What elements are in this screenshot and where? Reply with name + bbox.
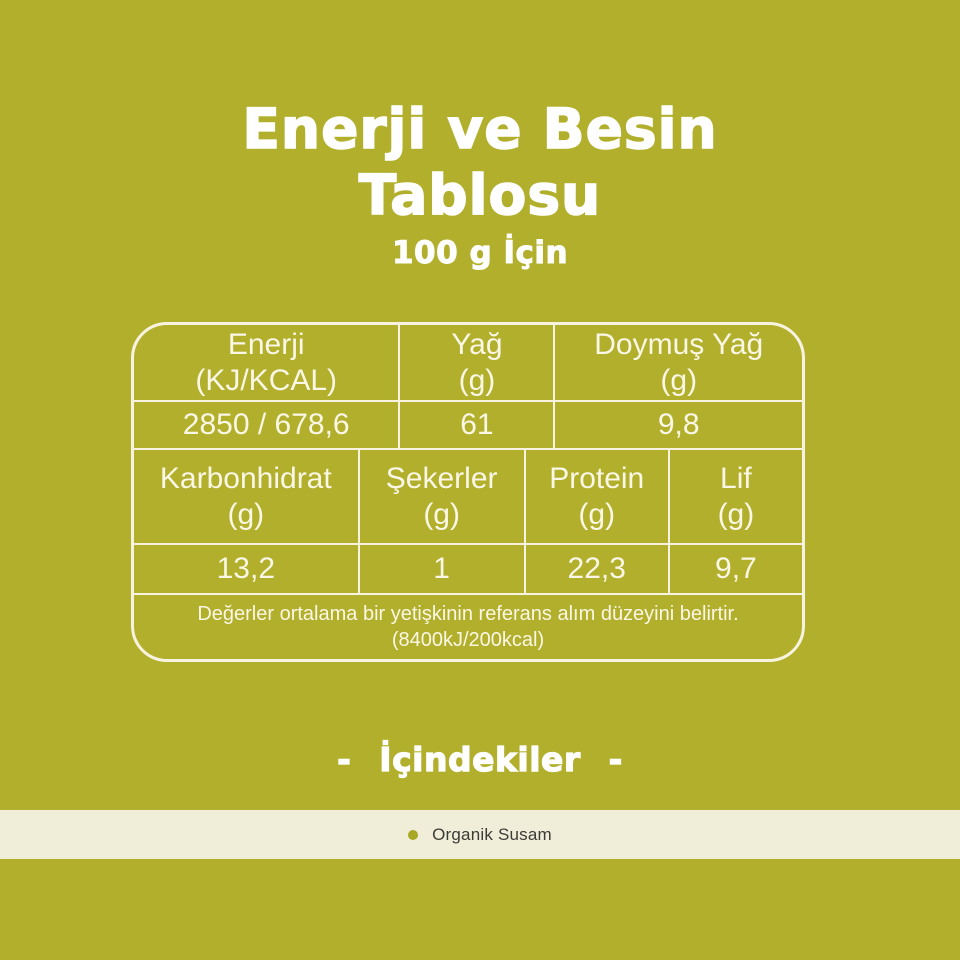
header-cell-enerji: Enerji (KJ/KCAL) [134,325,399,400]
ingredient-item: Organik Susam [432,824,552,844]
header-label: Yağ [451,327,503,361]
header-label: Doymuş Yağ [594,327,764,361]
ingredients-strip: Organik Susam [0,810,960,859]
page-title-line1: Enerji ve Besin [242,96,718,162]
header-cell-yag: Yağ (g) [400,325,554,400]
value-cell-yag: 61 [400,402,554,448]
value-cell-protein: 22,3 [525,545,668,593]
nutrition-table-section-2: Karbonhidrat (g) Şekerler (g) Protein (g… [134,450,802,593]
header-label: Protein [549,461,645,495]
nutrition-table-section-1: Enerji (KJ/KCAL) Yağ (g) Doymuş Yağ (g) … [134,325,802,448]
value-cell-enerji: 2850 / 678,6 [134,402,399,448]
header-cell-karbonhidrat: Karbonhidrat (g) [134,450,358,543]
header-cell-doymus-yag: Doymuş Yağ (g) [555,325,802,400]
header-unit: (g) [458,363,496,397]
footnote-line1: Değerler ortalama bir yetişkinin referan… [197,603,739,625]
header-unit: (g) [227,497,265,531]
page-title-line2: Tablosu [358,162,602,228]
serving-size-subtitle: 100 g İçin [391,235,569,272]
header-cell-protein: Protein (g) [525,450,668,543]
ingredients-heading: - İçindekiler - [337,739,623,779]
footnote-line2: (8400kJ/200kcal) [391,629,545,651]
header-label: Şekerler [385,461,498,495]
header-unit: (g) [660,363,698,397]
bullet-icon [408,829,419,840]
page-title: Enerji ve Besin Tablosu 100 g İçin [0,96,960,272]
table-footnote: Değerler ortalama bir yetişkinin referan… [134,595,802,659]
header-unit: (g) [717,497,755,531]
value-cell-karbonhidrat: 13,2 [134,545,358,593]
nutrition-table: Enerji (KJ/KCAL) Yağ (g) Doymuş Yağ (g) … [131,322,805,662]
header-unit: (g) [578,497,616,531]
value-cell-doymus-yag: 9,8 [555,402,802,448]
header-label: Karbonhidrat [159,461,332,495]
header-unit: (g) [423,497,460,531]
header-label: Enerji [227,327,305,361]
value-cell-lif: 9,7 [669,545,802,593]
header-label: Lif [720,461,752,495]
header-unit: (KJ/KCAL) [195,363,338,397]
header-cell-sekerler: Şekerler (g) [359,450,524,543]
header-cell-lif: Lif (g) [669,450,802,543]
value-cell-sekerler: 1 [359,545,524,593]
